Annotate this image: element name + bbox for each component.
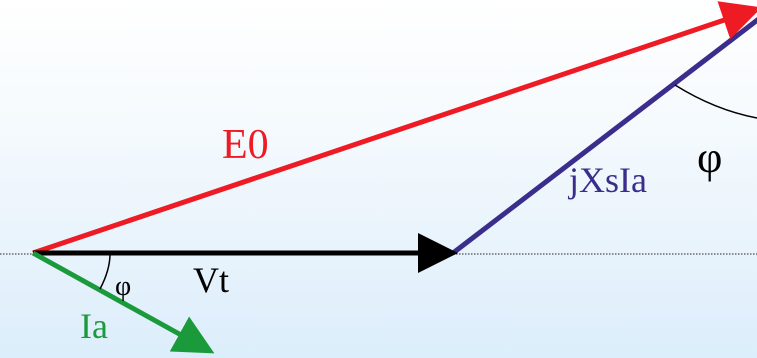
e0-label: E0	[222, 122, 269, 168]
jxsia-phasor	[451, 17, 757, 255]
vt-label: Vt	[193, 260, 229, 300]
phi-label-large: φ	[697, 133, 722, 182]
ia-label: Ia	[80, 306, 108, 346]
jxsia-label: jXsIa	[567, 160, 647, 200]
phi-angle-arc-small	[99, 253, 111, 290]
e0-phasor	[32, 1, 757, 256]
phi-angle-arc-large	[674, 84, 757, 119]
ia-phasor	[31, 250, 215, 354]
phi-label-small: φ	[115, 271, 131, 302]
